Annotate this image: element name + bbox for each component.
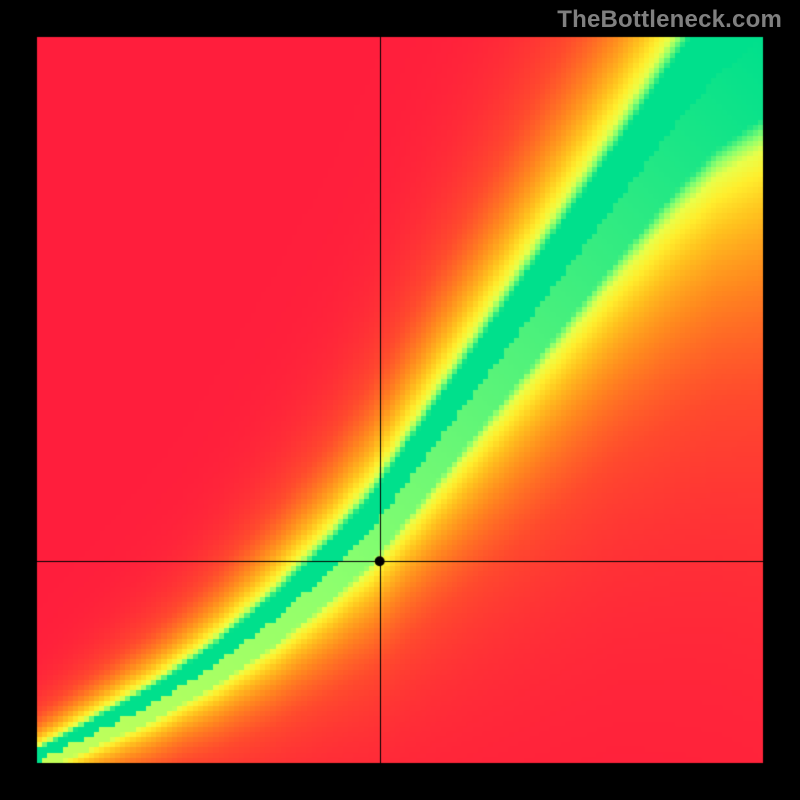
heatmap-canvas [0,0,800,800]
watermark-text: TheBottleneck.com [557,6,782,34]
chart-container: TheBottleneck.com [0,0,800,800]
